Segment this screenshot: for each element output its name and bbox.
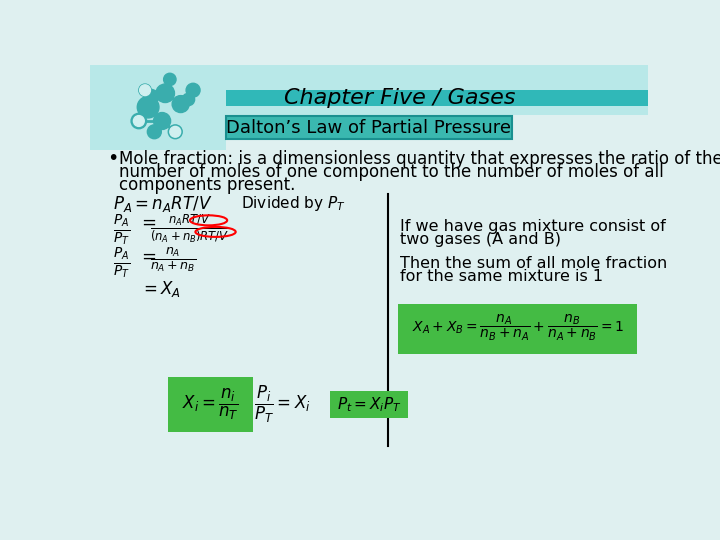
Text: $\dfrac{P_i}{P_T} = X_i$: $\dfrac{P_i}{P_T} = X_i$ [254,384,310,425]
Text: two gases (A and B): two gases (A and B) [400,232,561,247]
Circle shape [156,84,174,103]
Text: $= X_A$: $= X_A$ [140,279,181,299]
Text: $X_A + X_B = \dfrac{n_A}{n_B+n_A} + \dfrac{n_B}{n_A+n_B} = 1$: $X_A + X_B = \dfrac{n_A}{n_B+n_A} + \dfr… [412,313,624,343]
FancyBboxPatch shape [330,390,408,418]
Circle shape [139,84,151,96]
Circle shape [168,125,182,139]
Text: components present.: components present. [120,176,296,194]
Text: Divided by $P_T$: Divided by $P_T$ [241,194,346,213]
Circle shape [148,125,161,139]
Circle shape [131,113,147,129]
FancyBboxPatch shape [168,377,253,432]
Text: $\frac{P_A}{P_T}$: $\frac{P_A}{P_T}$ [113,213,130,247]
Circle shape [140,85,150,96]
Text: •: • [107,150,118,168]
Text: $\frac{n_A}{n_A + n_B}$: $\frac{n_A}{n_A + n_B}$ [150,246,197,274]
Text: $\frac{P_A}{P_T}$: $\frac{P_A}{P_T}$ [113,246,130,280]
Text: number of moles of one component to the number of moles of all: number of moles of one component to the … [120,163,665,180]
Circle shape [133,116,144,126]
Text: $P_A= n_A RT/V$: $P_A= n_A RT/V$ [113,194,213,214]
Circle shape [144,90,158,103]
Circle shape [153,112,171,130]
FancyBboxPatch shape [90,90,648,106]
Circle shape [172,96,189,112]
Text: Chapter Five / Gases: Chapter Five / Gases [284,88,516,108]
Circle shape [163,73,176,85]
Text: $P_t = X_i P_T$: $P_t = X_i P_T$ [337,395,401,414]
FancyBboxPatch shape [225,117,513,139]
FancyBboxPatch shape [90,65,648,115]
Text: $X_i = \dfrac{n_i}{n_T}$: $X_i = \dfrac{n_i}{n_T}$ [182,387,238,422]
Text: Then the sum of all mole fraction: Then the sum of all mole fraction [400,256,667,271]
Circle shape [138,96,159,118]
Text: $=$: $=$ [138,247,157,265]
Text: Mole fraction: is a dimensionless quantity that expresses the ratio of the: Mole fraction: is a dimensionless quanti… [120,150,720,167]
Circle shape [182,93,194,106]
FancyBboxPatch shape [90,65,225,150]
Circle shape [170,126,181,137]
Text: If we have gas mixture consist of: If we have gas mixture consist of [400,219,666,234]
Text: Dalton’s Law of Partial Pressure: Dalton’s Law of Partial Pressure [227,119,511,137]
Circle shape [186,83,200,97]
FancyBboxPatch shape [398,303,637,354]
Text: $=$: $=$ [138,213,157,231]
Text: $\frac{n_A RT/V}{(n_A + n_B)RT/V}$: $\frac{n_A RT/V}{(n_A + n_B)RT/V}$ [150,213,230,245]
Text: for the same mixture is 1: for the same mixture is 1 [400,269,603,284]
